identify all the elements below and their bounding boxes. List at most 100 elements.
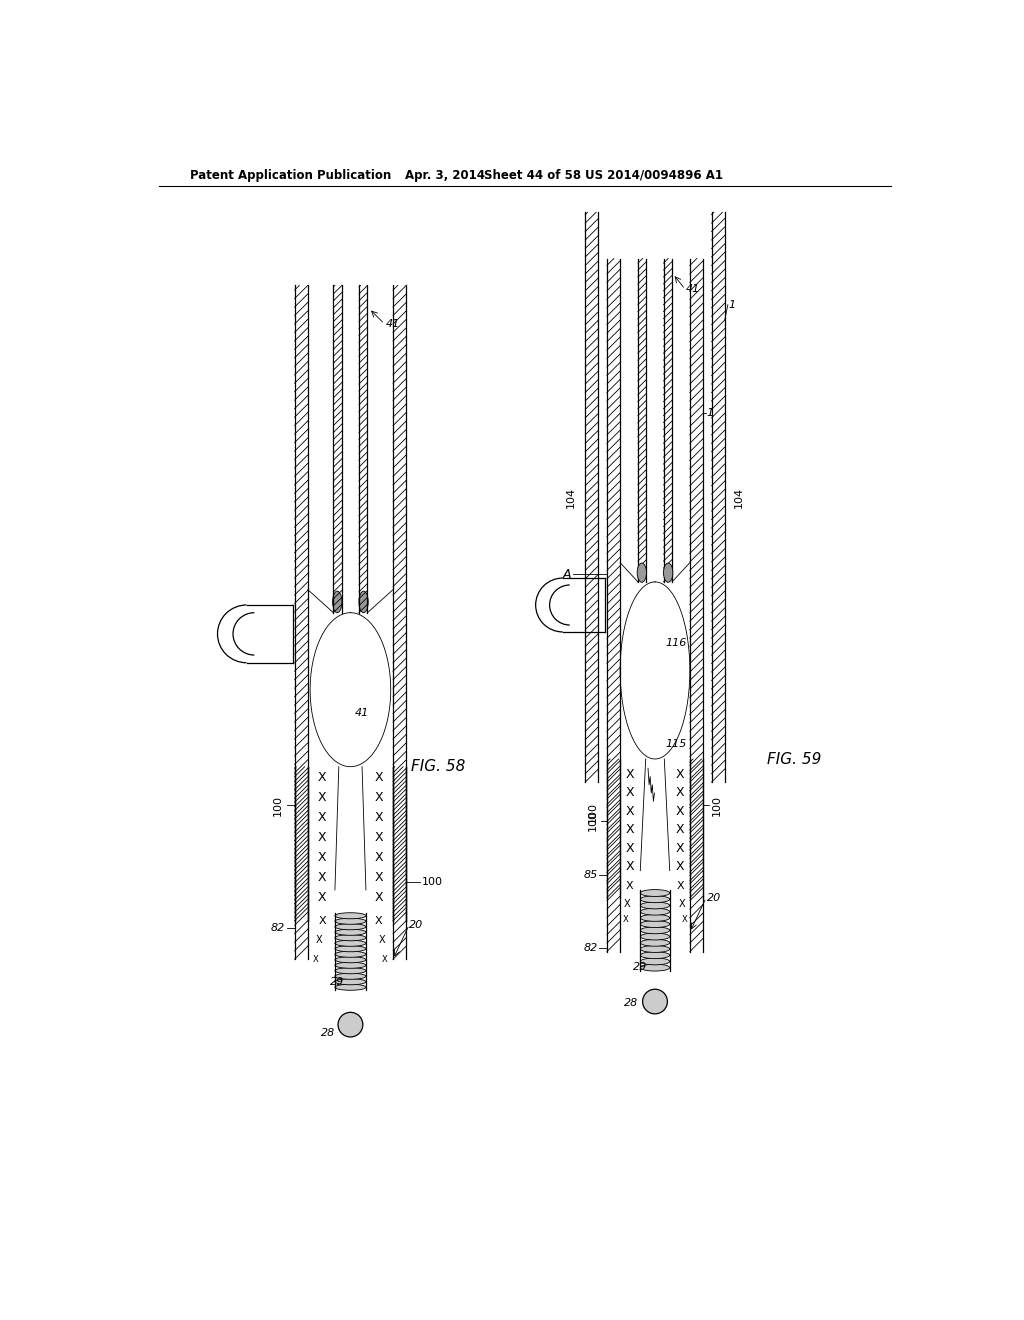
Text: Sheet 44 of 58: Sheet 44 of 58	[484, 169, 582, 182]
Text: FIG. 58: FIG. 58	[411, 759, 465, 775]
Ellipse shape	[640, 940, 670, 946]
Text: X: X	[676, 861, 684, 874]
Text: X: X	[375, 916, 383, 925]
Text: 1: 1	[707, 408, 714, 417]
Text: X: X	[676, 805, 684, 818]
Text: X: X	[676, 787, 684, 800]
Text: X: X	[677, 880, 684, 891]
Text: X: X	[676, 842, 684, 855]
Text: 29: 29	[330, 977, 344, 987]
Ellipse shape	[335, 968, 366, 974]
Text: 20: 20	[707, 892, 721, 903]
Ellipse shape	[637, 564, 646, 582]
Text: 41: 41	[354, 708, 369, 718]
Text: X: X	[317, 871, 327, 884]
Ellipse shape	[640, 952, 670, 958]
Ellipse shape	[640, 958, 670, 965]
Ellipse shape	[335, 940, 366, 946]
Ellipse shape	[335, 985, 366, 990]
Text: 104: 104	[566, 487, 577, 508]
Ellipse shape	[640, 945, 670, 953]
Text: 82: 82	[584, 942, 598, 953]
Text: X: X	[375, 771, 383, 784]
Text: FIG. 59: FIG. 59	[767, 751, 821, 767]
Text: 100: 100	[588, 810, 598, 832]
Ellipse shape	[335, 935, 366, 941]
Text: 115: 115	[665, 739, 686, 748]
Text: 100: 100	[272, 795, 283, 816]
Text: 28: 28	[624, 998, 638, 1007]
Text: X: X	[318, 916, 326, 925]
Text: X: X	[679, 899, 686, 908]
Text: X: X	[682, 915, 688, 924]
Ellipse shape	[335, 945, 366, 952]
Ellipse shape	[335, 924, 366, 929]
Ellipse shape	[640, 920, 670, 928]
Text: X: X	[625, 899, 631, 908]
Ellipse shape	[640, 927, 670, 933]
Text: A: A	[563, 568, 571, 581]
Text: 41: 41	[385, 319, 399, 329]
Text: 29: 29	[633, 962, 647, 972]
Circle shape	[643, 989, 668, 1014]
Text: X: X	[375, 791, 383, 804]
Text: X: X	[375, 891, 383, 904]
Text: X: X	[375, 851, 383, 865]
Text: X: X	[626, 768, 634, 781]
Text: X: X	[626, 805, 634, 818]
Text: 85: 85	[584, 870, 598, 879]
Ellipse shape	[335, 929, 366, 936]
Ellipse shape	[640, 915, 670, 921]
Text: US 2014/0094896 A1: US 2014/0094896 A1	[586, 169, 723, 182]
Text: X: X	[626, 824, 634, 837]
Text: X: X	[375, 810, 383, 824]
Ellipse shape	[335, 912, 366, 919]
Ellipse shape	[333, 591, 342, 612]
Text: X: X	[313, 954, 318, 964]
Text: 104: 104	[734, 487, 743, 508]
Text: 82: 82	[271, 924, 286, 933]
Text: 20: 20	[410, 920, 424, 929]
Ellipse shape	[640, 902, 670, 909]
Text: 41: 41	[686, 284, 700, 294]
Text: X: X	[382, 954, 388, 964]
Text: 100: 100	[422, 878, 442, 887]
Text: X: X	[317, 791, 327, 804]
Text: Apr. 3, 2014: Apr. 3, 2014	[406, 169, 485, 182]
Ellipse shape	[640, 908, 670, 915]
Text: X: X	[317, 771, 327, 784]
Text: X: X	[626, 861, 634, 874]
Text: 28: 28	[321, 1028, 335, 1039]
Text: 1: 1	[729, 300, 736, 310]
Text: 100: 100	[712, 795, 722, 816]
Ellipse shape	[335, 962, 366, 969]
Ellipse shape	[335, 973, 366, 979]
Text: X: X	[375, 871, 383, 884]
Text: X: X	[317, 891, 327, 904]
Text: X: X	[317, 832, 327, 843]
Ellipse shape	[640, 933, 670, 940]
Text: 116: 116	[665, 639, 686, 648]
Ellipse shape	[335, 919, 366, 924]
Text: X: X	[626, 842, 634, 855]
Text: X: X	[315, 935, 323, 945]
Text: 100: 100	[588, 803, 598, 824]
Ellipse shape	[640, 964, 670, 972]
Text: X: X	[623, 915, 628, 924]
Text: X: X	[375, 832, 383, 843]
Ellipse shape	[664, 564, 673, 582]
Ellipse shape	[640, 890, 670, 896]
Text: X: X	[626, 787, 634, 800]
Text: X: X	[626, 880, 634, 891]
Text: X: X	[317, 851, 327, 865]
Ellipse shape	[335, 957, 366, 962]
Text: X: X	[379, 935, 385, 945]
Text: X: X	[676, 768, 684, 781]
Ellipse shape	[640, 896, 670, 903]
Ellipse shape	[359, 591, 369, 612]
Circle shape	[338, 1012, 362, 1038]
Text: X: X	[317, 810, 327, 824]
Ellipse shape	[335, 978, 366, 985]
Text: Patent Application Publication: Patent Application Publication	[190, 169, 391, 182]
Text: X: X	[676, 824, 684, 837]
